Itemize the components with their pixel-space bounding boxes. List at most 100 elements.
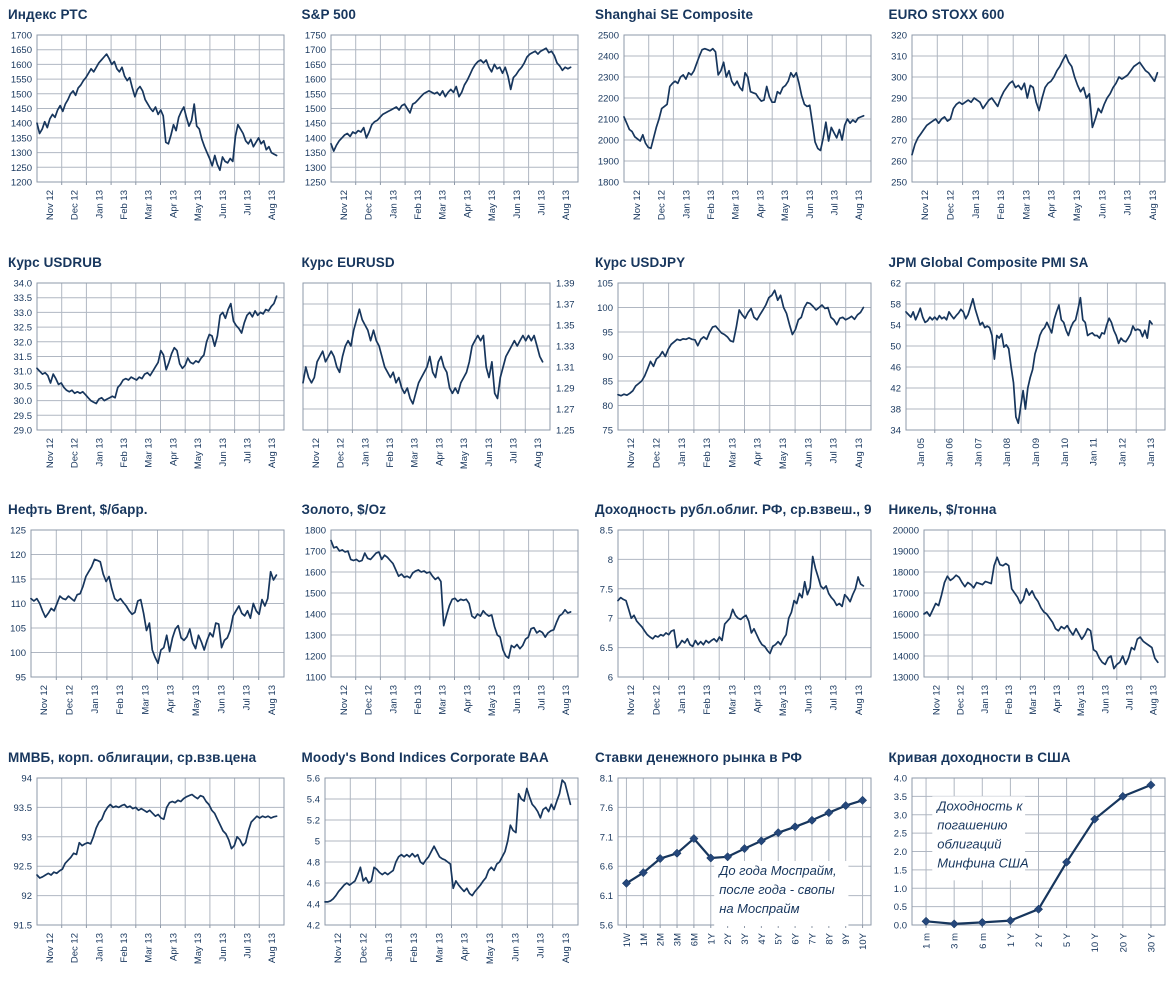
x-grid-nickel xyxy=(947,530,1141,680)
x-tick-label: Jan 13 xyxy=(94,190,105,219)
chart-canvas-moodys-baa: 5.6 5.4 5.2 5 4.8 4.6 4.4 4.2 Nov 12 Dec 12 Jan 13… xyxy=(306,773,578,964)
y-tick-label: 30.0 xyxy=(14,396,33,407)
x-grid-brent-oil xyxy=(55,530,260,680)
data-point-marker xyxy=(1145,779,1155,790)
y-tick-label: 91.5 xyxy=(14,920,33,931)
plot-frame xyxy=(617,529,872,678)
x-grid-micex-corp-bonds xyxy=(61,777,260,928)
x-tick-label: May 13 xyxy=(193,933,204,964)
y-tick-label: 1550 xyxy=(11,75,32,86)
x-tick-label: Nov 12 xyxy=(45,933,56,963)
data-point-marker xyxy=(739,843,750,853)
plot-frame xyxy=(911,777,1165,925)
y-tick-label: 1100 xyxy=(305,673,325,684)
x-axis-labels-micex-corp-bonds: Nov 12 Dec 12 Jan 13 Feb 13 Mar 13 Apr 13 May … xyxy=(45,933,278,964)
chart-euro-stoxx-600: EURO STOXX 600 320 310 300 290 280 270 260 250 No… xyxy=(881,0,1174,248)
x-tick-label: 10Y xyxy=(858,932,869,950)
chart-usdjpy: Курс USDJPY 105 100 95 90 85 80 75 Nov 12 Dec 12 J… xyxy=(587,248,881,496)
plot-frame xyxy=(617,282,872,430)
x-tick-label: Feb 13 xyxy=(115,685,126,715)
x-tick-label: Mar 13 xyxy=(1027,685,1038,715)
x-tick-label: Nov 12 xyxy=(626,438,637,468)
x-tick-label: Apr 13 xyxy=(166,685,177,713)
chart-moodys-baa: Moody's Bond Indices Corporate BAA 5.6 5.4… xyxy=(294,743,588,990)
plot-frame xyxy=(905,282,1165,430)
x-tick-label: Dec 12 xyxy=(70,933,81,963)
series-line-shanghai-se xyxy=(623,47,865,152)
x-tick-label: Mar 13 xyxy=(731,190,742,220)
y-tick-label: 1.25 xyxy=(556,425,575,436)
y-axis-gold: 1800 1700 1600 1500 1400 1300 1200 1100 xyxy=(304,526,578,684)
data-point-marker xyxy=(655,853,665,863)
x-tick-label: Mar 13 xyxy=(140,685,151,715)
y-tick-label: 0.0 xyxy=(893,920,906,931)
x-tick-label: Mar 13 xyxy=(1021,190,1032,220)
x-tick-label: Apr 13 xyxy=(753,685,764,713)
x-tick-label: Jul 13 xyxy=(242,933,253,958)
data-point-marker xyxy=(1033,904,1043,914)
data-point-marker xyxy=(756,835,766,845)
x-axis-labels-ru-money-market-rates: 1W 1M 2M 3M 6M 1Y 2Y 3Y 4Y 5Y 6Y 7Y 8Y 9Y 10Y xyxy=(622,932,869,950)
y-tick-label: 1800 xyxy=(598,178,619,189)
chart-canvas-rub-bond-yield: 8.5 8 7.5 7 6.5 6 Nov 12 Dec 12 Jan 13 Feb 13 Mar … xyxy=(600,526,872,716)
chart-canvas-us-yield-curve: 4.0 3.5 3.0 2.5 2.0 1.5 1.0 0.5 0.0 Доходность к п… xyxy=(893,773,1165,952)
y-tick-label: 38 xyxy=(890,404,901,415)
y-tick-label: 1400 xyxy=(304,610,325,621)
x-tick-label: Nov 12 xyxy=(632,190,643,220)
annotation-box xyxy=(714,860,849,926)
x-tick-label: Apr 13 xyxy=(753,438,764,466)
y-tick-label: 6.1 xyxy=(600,891,613,902)
x-tick-label: 1W xyxy=(622,932,633,946)
x-tick-label: Dec 12 xyxy=(335,438,346,468)
x-tick-label: Apr 13 xyxy=(168,190,179,218)
y-tick-label: 94 xyxy=(21,773,32,784)
y-tick-label: 4.2 xyxy=(306,920,319,931)
y-tick-label: 5.2 xyxy=(306,815,319,826)
x-axis-labels-moodys-baa: Nov 12 Dec 12 Jan 13 Feb 13 Mar 13 Apr 13 May … xyxy=(333,933,572,964)
x-axis-labels-jpm-global-pmi: Jan 05 Jan 06 Jan 07 Jan 08 Jan 09 Jan 10 Jan … xyxy=(915,438,1156,467)
x-axis-labels-gold: Nov 12 Dec 12 Jan 13 Feb 13 Mar 13 Apr 13 May … xyxy=(338,685,571,716)
y-tick-label: 30.5 xyxy=(14,381,33,392)
y-tick-label: 5.4 xyxy=(306,794,319,805)
x-tick-label: May 13 xyxy=(1071,190,1082,221)
y-tick-label: 7.5 xyxy=(600,584,613,595)
x-tick-label: Dec 12 xyxy=(651,438,662,468)
x-tick-label: Apr 13 xyxy=(755,190,766,218)
y-axis-shanghai-se: 2500 2400 2300 2200 2100 2000 1900 1800 xyxy=(598,31,871,189)
chart-title-us-yield-curve: Кривая доходности в США xyxy=(888,749,1071,765)
x-grid-usdjpy xyxy=(642,282,847,433)
x-tick-label: May 13 xyxy=(484,933,495,964)
y-tick-label: 29.0 xyxy=(14,425,33,436)
y-tick-label: 4.0 xyxy=(893,773,906,784)
x-tick-label: Jun 13 xyxy=(1100,685,1111,714)
y-tick-label: 1450 xyxy=(11,104,32,115)
x-tick-label: Nov 12 xyxy=(920,190,931,220)
y-tick-label: 6.6 xyxy=(600,861,613,872)
y-tick-label: 0.5 xyxy=(893,902,906,913)
x-grid-sp500 xyxy=(354,35,554,185)
x-tick-label: 5 Y xyxy=(1062,932,1073,947)
y-tick-label: 2200 xyxy=(598,94,619,105)
chart-us-yield-curve: Кривая доходности в США 4.0 3.5 3.0 2.5 2.0 1.… xyxy=(881,743,1174,990)
x-tick-label: 6M xyxy=(689,932,700,945)
y-tick-label: 300 xyxy=(891,73,907,84)
x-tick-label: Jan 05 xyxy=(915,438,926,467)
series-line-rts-index xyxy=(36,53,278,172)
plot-frame xyxy=(911,34,1165,183)
x-tick-label: Jan 13 xyxy=(94,438,105,467)
y-tick-label: 125 xyxy=(10,526,26,537)
x-tick-label: 4Y xyxy=(757,932,768,944)
x-tick-label: Jul 13 xyxy=(242,190,253,215)
annotation-line: До года Моспрайм, xyxy=(717,863,836,878)
y-tick-label: 14000 xyxy=(892,652,918,663)
x-tick-label: 1 Y xyxy=(1005,932,1016,947)
chart-usdrub: Курс USDRUB 34.0 33.5 33.0 32.5 32.0 31.5 31.0 3… xyxy=(0,248,294,496)
y-tick-label: 1350 xyxy=(304,148,325,159)
x-tick-label: Jul 13 xyxy=(242,438,253,463)
x-tick-label: Dec 12 xyxy=(70,438,81,468)
x-tick-label: Jan 09 xyxy=(1031,438,1042,467)
annotation-box xyxy=(931,795,1025,880)
y-tick-label: 93.5 xyxy=(14,802,33,813)
x-tick-label: Feb 13 xyxy=(412,685,423,715)
